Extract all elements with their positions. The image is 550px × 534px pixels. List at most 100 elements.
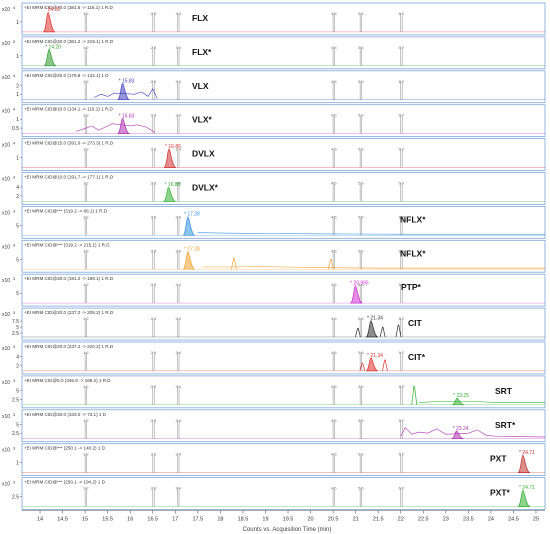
panel-frame <box>21 273 546 307</box>
x-tick-label: 20.5 <box>328 517 339 523</box>
y-exponent: x10 <box>2 177 10 183</box>
peak <box>451 430 464 440</box>
y-tick-label: 1 <box>16 117 19 123</box>
peak <box>451 397 465 406</box>
segment-label: 5 6 <box>358 452 364 457</box>
peak-rt-label: * 16.86 <box>165 144 181 150</box>
panel-header: +EI MRM CID@20.0 (191.2 -> 189.1) 1 R.D <box>24 276 114 281</box>
segment-label: 3 4 <box>175 350 181 355</box>
panel-frame <box>21 138 546 171</box>
noise-trace <box>197 232 545 235</box>
y-exponent-power: 3 <box>13 276 16 281</box>
segment-label: 2 3 <box>151 486 157 491</box>
y-exponent: x10 <box>2 380 10 386</box>
compound-label: PXT* <box>490 488 511 498</box>
peak <box>182 216 196 236</box>
peak <box>517 454 531 473</box>
y-tick-label: 1 <box>16 54 19 60</box>
segment-label: 4 5 <box>331 79 337 84</box>
panel-frame <box>21 36 546 70</box>
panel-header: +EI MRM CID@10.0 (191.7 -> 177.1) 1 R.D <box>24 175 114 180</box>
segment-label: 3 4 <box>175 452 181 457</box>
segment-label: 5 6 <box>358 418 364 423</box>
peak <box>365 357 379 372</box>
panel-citd: x10 34 2 +EI MRM CID@20.0 (237.2 -> 220.2) … <box>2 341 546 375</box>
segment-label: 3 4 <box>175 248 181 253</box>
segment-label: 5 6 <box>358 214 364 219</box>
panel-frame <box>21 477 546 510</box>
segment-label: 3 4 <box>175 147 181 152</box>
segment-label: 2 3 <box>151 214 157 219</box>
y-tick-label: 5 <box>16 257 19 263</box>
panel-header: +EI MRM CID@20.0 (381.6 -> 116.1) 1 R.D <box>24 5 114 10</box>
x-tick-label: 17 <box>172 517 178 523</box>
y-tick-label: 5 <box>16 325 19 331</box>
panel-header: +EI MRM CID@20.0 (179.8 -> 134.1) 1 D <box>24 73 109 78</box>
segment-label: 4 5 <box>331 45 337 50</box>
compound-label: FLX* <box>192 47 212 57</box>
segment-label: 1 2 <box>83 316 89 321</box>
segment-label: 6 7 <box>399 316 405 321</box>
segment-label: 4 5 <box>331 282 337 287</box>
noise-trace <box>400 427 546 438</box>
panel-vlx: x10 42 1 +EI MRM CID@20.0 (179.8 -> 134.1) … <box>2 70 546 104</box>
panel-header: +EI MRM CID@20.0 (237.2 -> 220.2) 1 R.D <box>24 344 114 349</box>
segment-label: 6 7 <box>399 147 405 152</box>
panel-frame <box>21 443 546 477</box>
segment-label: 1 2 <box>83 384 89 389</box>
secondary-peak <box>379 326 386 338</box>
secondary-peak <box>395 324 402 338</box>
x-tick-label: 22.5 <box>418 517 429 523</box>
peak <box>350 285 363 304</box>
y-exponent-power: 3 <box>13 480 16 485</box>
segment-label: 6 7 <box>399 113 405 118</box>
panel-header: +EI MRM CID@20.0 (381.2 -> 219.1) 1 R.D <box>24 39 114 44</box>
x-tick-label: 19.5 <box>283 517 294 523</box>
peak <box>163 148 177 168</box>
segment-label: 1 2 <box>83 418 89 423</box>
panel-srt: x10 35 2.5 +EI MRM CID@5.0 (346.8 -> 189.2)… <box>2 375 546 409</box>
y-tick-label: 2.5 <box>12 495 19 501</box>
segment-label: 4 5 <box>331 384 337 389</box>
peak <box>182 251 196 270</box>
segment-label: 3 4 <box>175 79 181 84</box>
panel-frame <box>21 70 546 104</box>
segment-label: 4 5 <box>331 418 337 423</box>
y-exponent: x10 <box>2 75 10 81</box>
segment-label: 6 7 <box>399 350 405 355</box>
segment-label: 2 3 <box>151 45 157 50</box>
y-exponent-power: 4 <box>13 141 16 146</box>
panel-header: +EI MRM CID@*** (250.1 -> 194.2) 1 D <box>24 480 106 485</box>
segment-label: 1 2 <box>83 11 89 16</box>
segment-label: 1 2 <box>83 452 89 457</box>
panel-frame <box>21 205 546 239</box>
panel-frame <box>21 307 546 341</box>
panel-dvlx: x10 4 1 +EI MRM CID@15.0 (391.0 -> 273.3) 1… <box>2 138 546 171</box>
y-tick-label: 2.5 <box>12 397 19 403</box>
panel-header: +EI MRM CID@15.0 (391.0 -> 273.3) 1 R.D <box>24 141 114 146</box>
segment-label: 5 6 <box>358 181 364 186</box>
x-tick-label: 14 <box>37 517 43 523</box>
panel-header: +EI MRM CID@20.0 (237.2 -> 208.2) 1 R.D <box>24 310 114 315</box>
y-exponent: x10 <box>2 482 10 488</box>
y-tick-label: 1 <box>16 156 19 162</box>
peak-rt-label: * 17.28 <box>184 247 200 253</box>
segment-label: 4 5 <box>331 113 337 118</box>
y-tick-label: 2 <box>16 363 19 369</box>
y-exponent-power: 3 <box>13 208 16 213</box>
x-tick-label: 14.5 <box>57 517 68 523</box>
panel-header: +EI MRM CID@5.0 (346.8 -> 189.2) 1 R.D <box>24 378 111 383</box>
y-exponent-power: 3 <box>13 378 16 383</box>
x-tick-label: 24 <box>488 517 494 523</box>
x-tick-label: 18 <box>217 517 223 523</box>
segment-label: 5 6 <box>358 79 364 84</box>
peak <box>42 11 56 33</box>
panel-srtd: x10 35 2.5 +EI MRM CID@30.0 (333.0 -> 73.1)… <box>2 409 546 443</box>
segment-label: 2 3 <box>151 248 157 253</box>
segment-label: 2 3 <box>151 11 157 16</box>
segment-label: 3 4 <box>175 45 181 50</box>
compound-label: DVLX <box>192 149 215 159</box>
x-axis-label: Counts vs. Acquisition Time (min) <box>243 527 332 533</box>
segment-label: 3 4 <box>175 316 181 321</box>
